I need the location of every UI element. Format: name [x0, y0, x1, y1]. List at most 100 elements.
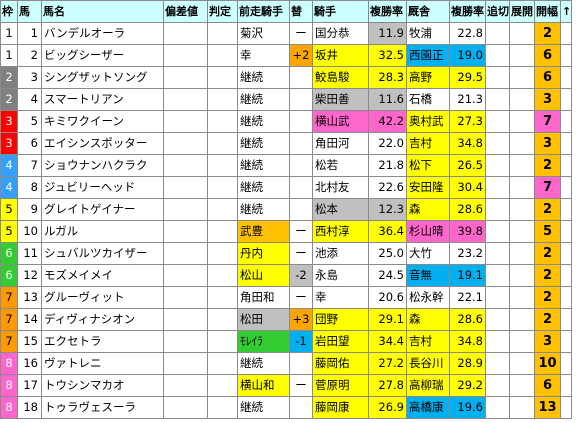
- horse-number: 4: [17, 88, 42, 111]
- spacer-cell: [560, 352, 572, 375]
- deviation-cell: [163, 22, 208, 45]
- pace-cell: [509, 396, 535, 419]
- spacer-cell: [560, 308, 572, 331]
- waku-cell: 3: [0, 132, 18, 155]
- horse-name: ショウナンハクラク: [41, 154, 164, 177]
- jockey-rate: 27.8: [368, 374, 407, 397]
- jockey-rate: 24.5: [368, 264, 407, 287]
- workout-cell: [485, 132, 510, 155]
- open-width: 2: [534, 22, 561, 45]
- open-width: 3: [534, 88, 561, 111]
- header-prev-jockey: 前走騎手: [237, 0, 290, 23]
- spacer-cell: [560, 154, 572, 177]
- deviation-cell: [163, 308, 208, 331]
- horse-name: トウシンマカオ: [41, 374, 164, 397]
- horse-name: ヴァトレニ: [41, 352, 164, 375]
- waku-cell: 2: [0, 88, 18, 111]
- workout-cell: [485, 396, 510, 419]
- change-mark: +2: [289, 44, 313, 67]
- trainer-rate: 29.5: [449, 66, 486, 89]
- workout-cell: [485, 176, 510, 199]
- change-mark: [289, 110, 313, 133]
- deviation-cell: [163, 286, 208, 309]
- trainer-rate: 22.8: [449, 22, 486, 45]
- open-width: 2: [534, 242, 561, 265]
- horse-name: シュバルツカイザー: [41, 242, 164, 265]
- jockey-name: 国分恭: [312, 22, 369, 45]
- table-row: 7 15 エクセトラ ﾓﾚｲﾗ -1 岩田望 34.4 吉村 34.8 3: [0, 330, 572, 353]
- trainer-name: 高野: [406, 66, 450, 89]
- trainer-name: 安田隆: [406, 176, 450, 199]
- jockey-rate: 29.1: [368, 308, 407, 331]
- spacer-cell: [560, 66, 572, 89]
- jockey-rate: 42.2: [368, 110, 407, 133]
- header-sort-arrow[interactable]: ↑: [560, 0, 572, 23]
- spacer-cell: [560, 110, 572, 133]
- horse-number: 1: [17, 22, 42, 45]
- open-width: 2: [534, 308, 561, 331]
- spacer-cell: [560, 22, 572, 45]
- table-row: 3 5 キミワクイーン 継続 横山武 42.2 奥村武 27.3 7: [0, 110, 572, 133]
- deviation-cell: [163, 66, 208, 89]
- pace-cell: [509, 352, 535, 375]
- waku-cell: 7: [0, 330, 18, 353]
- change-mark: [289, 132, 313, 155]
- judgement-cell: [207, 396, 238, 419]
- horse-number: 13: [17, 286, 42, 309]
- header-horse-name: 馬名: [41, 0, 164, 23]
- horse-number: 3: [17, 66, 42, 89]
- prev-jockey: 継続: [237, 176, 290, 199]
- workout-cell: [485, 286, 510, 309]
- jockey-rate: 11.6: [368, 88, 407, 111]
- prev-jockey: 幸: [237, 44, 290, 67]
- trainer-name: 松永幹: [406, 286, 450, 309]
- waku-cell: 3: [0, 110, 18, 133]
- workout-cell: [485, 308, 510, 331]
- deviation-cell: [163, 374, 208, 397]
- deviation-cell: [163, 132, 208, 155]
- jockey-name: 鮫島駿: [312, 66, 369, 89]
- workout-cell: [485, 44, 510, 67]
- waku-cell: 8: [0, 396, 18, 419]
- prev-jockey: 菊沢: [237, 22, 290, 45]
- judgement-cell: [207, 22, 238, 45]
- spacer-cell: [560, 374, 572, 397]
- trainer-rate: 39.8: [449, 220, 486, 243]
- pace-cell: [509, 198, 535, 221]
- trainer-name: 森: [406, 198, 450, 221]
- table-body: 1 1 バンデルオーラ 菊沢ー国分恭 11.9 牧浦 22.8 2 1 2 ビッグシーザー幸 +2 坂井…: [0, 22, 572, 419]
- open-width: 7: [534, 176, 561, 199]
- table-row: 6 12 モズメイメイ 松山 -2 永島 24.5 音無 19.1 2: [0, 264, 572, 287]
- deviation-cell: [163, 330, 208, 353]
- table-row: 6 11 シュバルツカイザー 丹内ー池添 25.0 大竹 23.2 2: [0, 242, 572, 265]
- jockey-name: 横山武: [312, 110, 369, 133]
- horse-number: 2: [17, 44, 42, 67]
- judgement-cell: [207, 352, 238, 375]
- waku-cell: 7: [0, 308, 18, 331]
- pace-cell: [509, 330, 535, 353]
- jockey-name: 藤岡佑: [312, 352, 369, 375]
- judgement-cell: [207, 154, 238, 177]
- pace-cell: [509, 154, 535, 177]
- jockey-rate: 12.3: [368, 198, 407, 221]
- change-mark: ー: [289, 286, 313, 309]
- horse-name: グルーヴィット: [41, 286, 164, 309]
- pace-cell: [509, 176, 535, 199]
- pace-cell: [509, 220, 535, 243]
- change-mark: [289, 176, 313, 199]
- horse-number: 10: [17, 220, 42, 243]
- waku-cell: 4: [0, 176, 18, 199]
- jockey-name: 永島: [312, 264, 369, 287]
- jockey-rate: 27.2: [368, 352, 407, 375]
- change-mark: -1: [289, 330, 313, 353]
- change-mark: +3: [289, 308, 313, 331]
- jockey-name: 団野: [312, 308, 369, 331]
- header-waku: 枠: [0, 0, 18, 23]
- horse-name: キミワクイーン: [41, 110, 164, 133]
- jockey-name: 菅原明: [312, 374, 369, 397]
- header-row: 枠馬馬名 偏差値 判定 前走騎手替騎手 複勝率 厩舎 複勝率 追切 展開 開幅 ↑: [0, 0, 572, 23]
- change-mark: [289, 66, 313, 89]
- horse-number: 11: [17, 242, 42, 265]
- workout-cell: [485, 242, 510, 265]
